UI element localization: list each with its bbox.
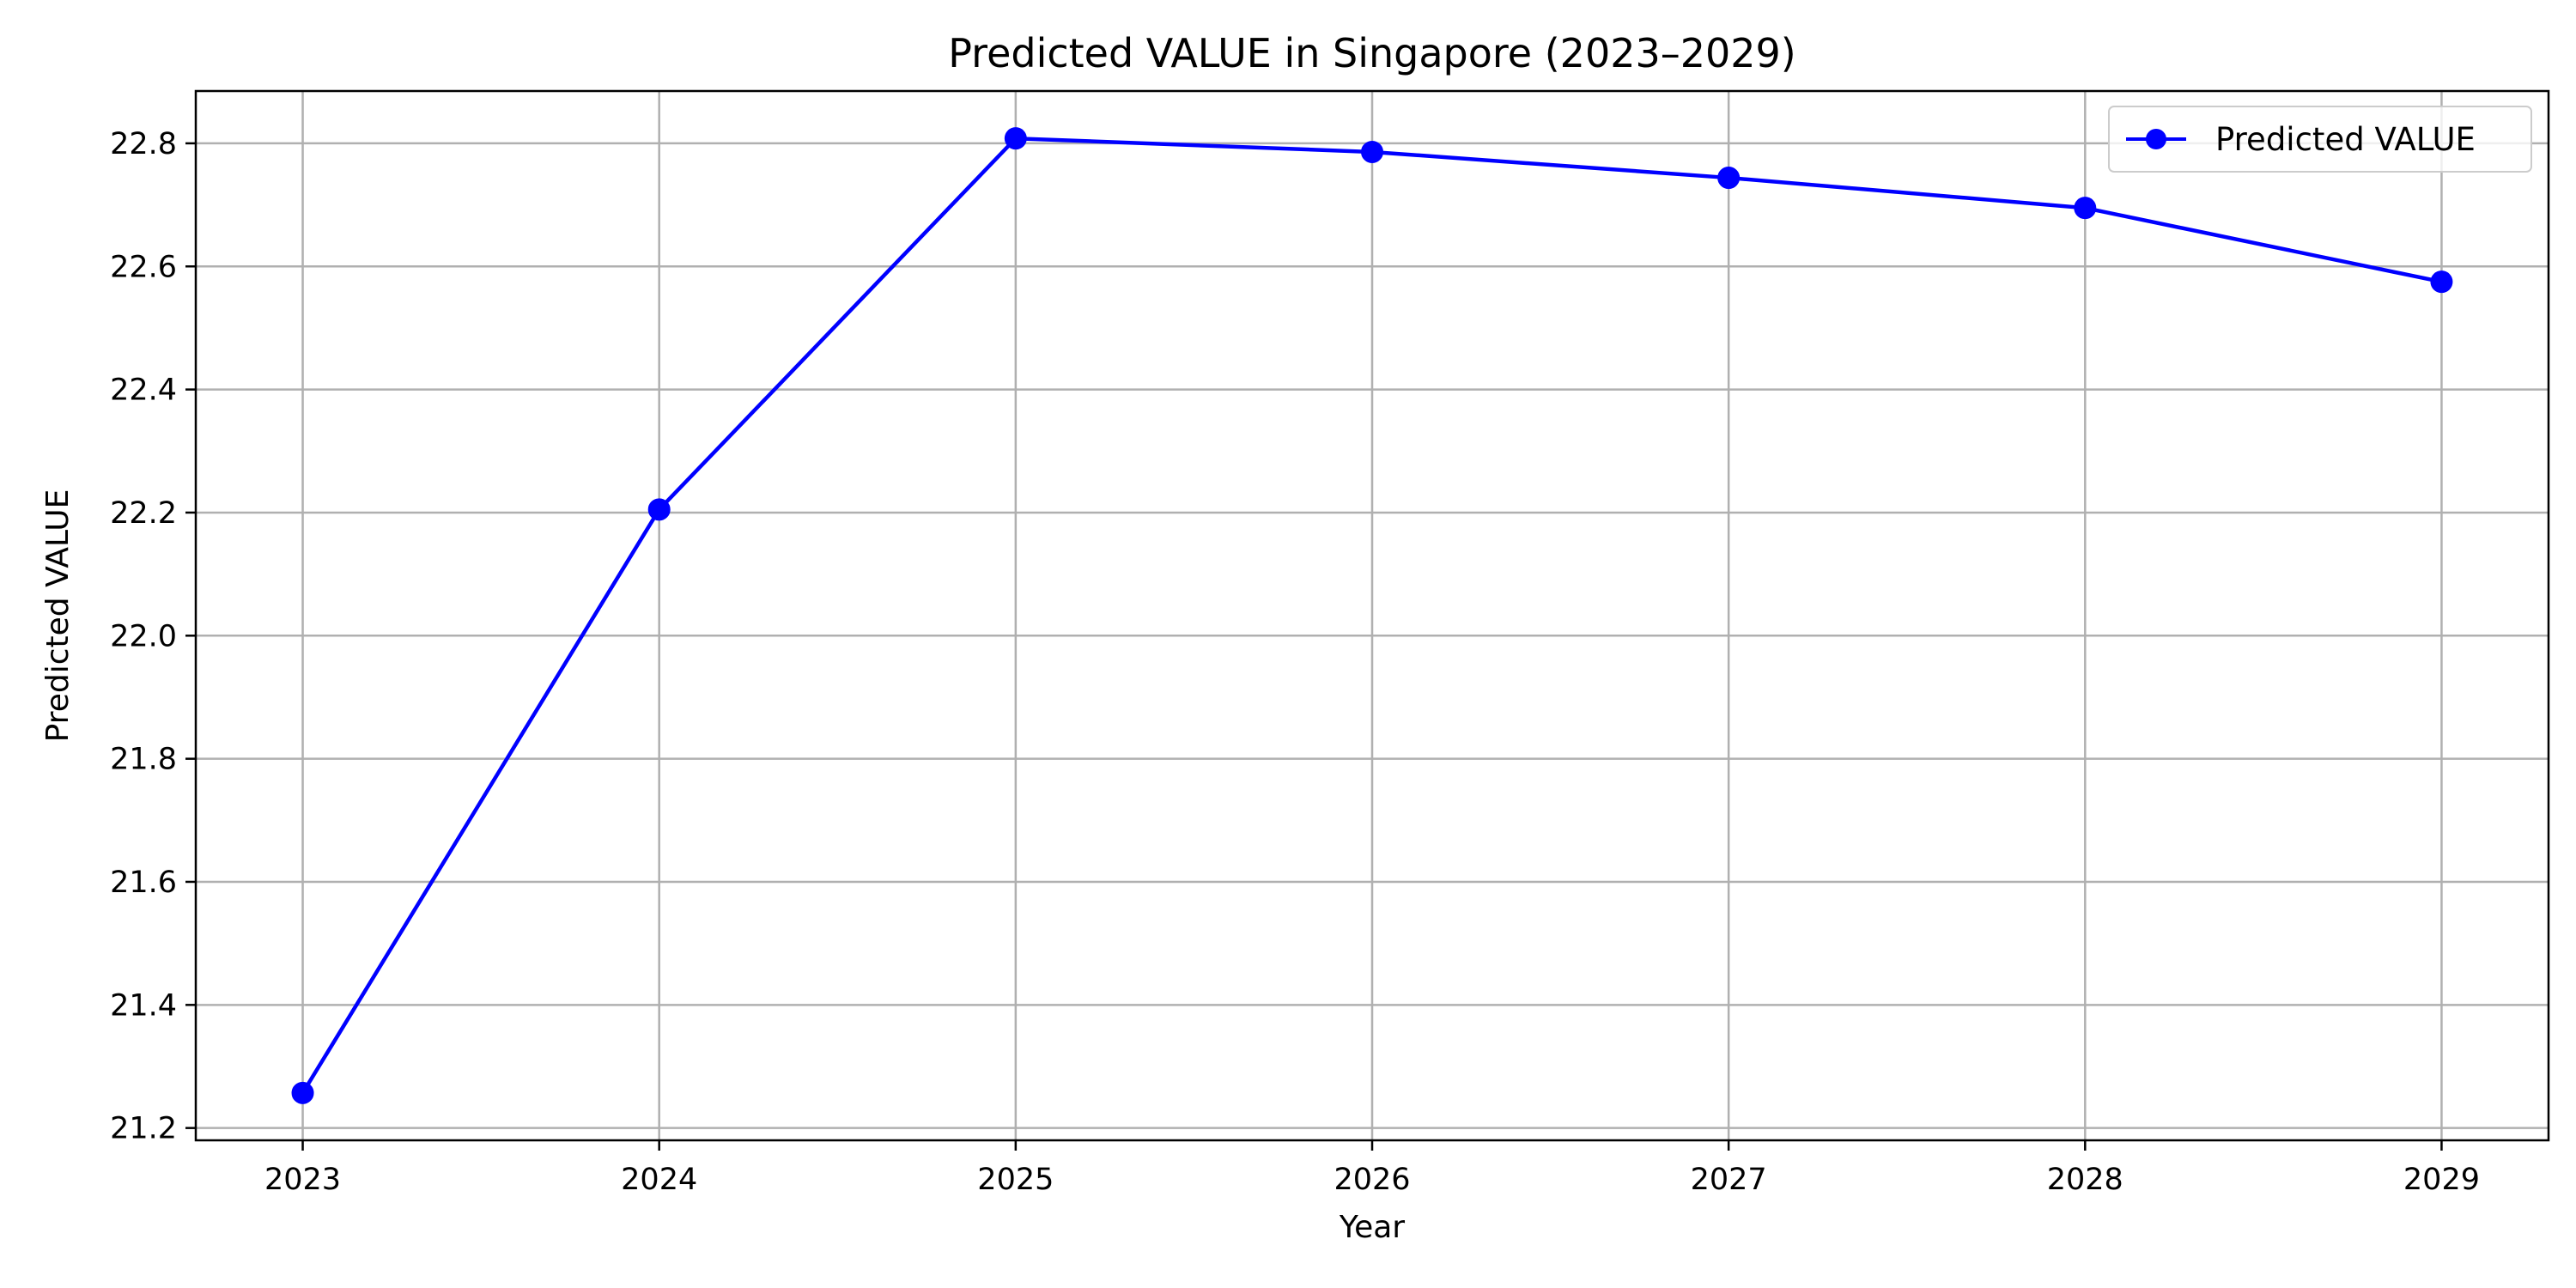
grid-lines [196, 91, 2549, 1140]
y-tick-label: 22.6 [110, 250, 177, 284]
x-tick-label: 2023 [264, 1163, 341, 1197]
x-tick-label: 2028 [2047, 1163, 2123, 1197]
y-tick-label: 22.2 [110, 496, 177, 531]
data-point [2074, 197, 2097, 220]
data-point [1717, 167, 1741, 190]
legend-label: Predicted VALUE [2215, 121, 2476, 158]
tick-marks [185, 142, 2443, 1151]
x-tick-label: 2029 [2403, 1163, 2480, 1197]
x-axis-label: Year [1339, 1210, 1405, 1245]
legend: Predicted VALUE [2108, 106, 2532, 173]
data-point [1004, 127, 1027, 150]
x-tick-label: 2024 [621, 1163, 697, 1197]
data-point [1361, 140, 1383, 163]
y-tick-label: 21.8 [110, 743, 177, 777]
y-tick-label: 22.8 [110, 127, 177, 161]
y-tick-label: 22.4 [110, 374, 177, 408]
x-tick-label: 2027 [1691, 1163, 1767, 1197]
data-point [2430, 270, 2453, 294]
y-tick-label: 21.4 [110, 988, 177, 1023]
y-axis-label: Predicted VALUE [40, 489, 76, 743]
series-layer [291, 127, 2453, 1104]
data-point [647, 498, 671, 521]
y-tick-label: 22.0 [110, 619, 177, 653]
x-tick-label: 2025 [977, 1163, 1054, 1197]
data-point [291, 1081, 314, 1104]
y-tick-label: 21.6 [110, 866, 177, 900]
chart-title: Predicted VALUE in Singapore (2023–2029) [948, 30, 1796, 76]
legend-box [2108, 106, 2532, 173]
x-tick-label: 2026 [1334, 1163, 1410, 1197]
y-tick-label: 21.2 [110, 1112, 177, 1146]
legend-marker-swatch [2146, 129, 2166, 149]
